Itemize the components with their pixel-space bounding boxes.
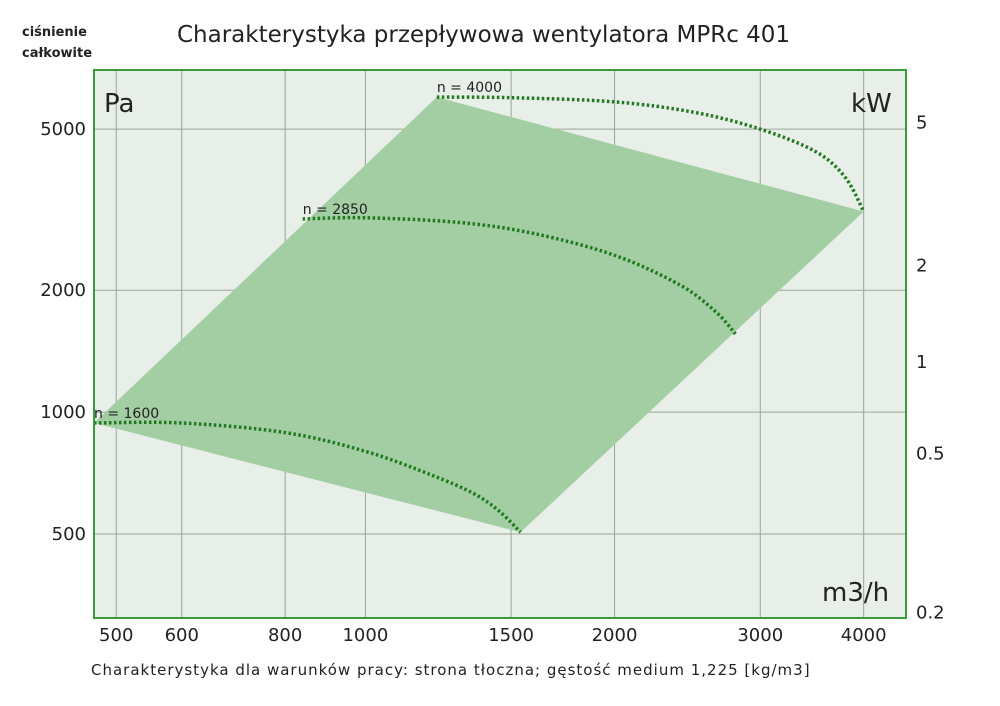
x-tick-label-5: 2000	[592, 625, 638, 646]
footer-note: Charakterystyka dla warunków pracy: stro…	[91, 661, 811, 679]
y-tick-label-3: 5000	[40, 119, 86, 140]
x-axis-unit-label: m3/h	[822, 578, 889, 608]
curve-series-2	[93, 420, 522, 534]
curve-series-0	[436, 95, 866, 213]
y2-tick-label-0: 5	[916, 112, 927, 133]
rpm-curve-labels: n = 4000 n = 2850 n = 1600	[94, 80, 502, 422]
plot-frame	[93, 69, 907, 619]
x-tick-labels: 500 600 800 1000 1500 2000 3000 4000	[99, 625, 887, 646]
y2-tick-label-1: 2	[916, 256, 927, 277]
y2-axis-unit-label: kW	[851, 89, 892, 119]
y2-tick-label-4: 0.2	[916, 602, 945, 623]
y2-tick-label-2: 1	[916, 352, 927, 373]
top-left-label-line1: ciśnienie	[22, 25, 87, 40]
x-tick-label-4: 1500	[488, 625, 534, 646]
top-left-label-line2: całkowite	[22, 46, 92, 61]
y-tick-label-2: 2000	[40, 280, 86, 301]
x-tick-label-7: 4000	[841, 625, 887, 646]
y2-tick-label-3: 0.5	[916, 444, 945, 465]
curve-label-0: n = 4000	[437, 80, 502, 96]
y2-tick-labels: 5 2 1 0.5 0.2	[916, 112, 945, 623]
x-tick-label-0: 500	[99, 625, 133, 646]
operating-area	[94, 97, 864, 533]
y-tick-label-1: 1000	[40, 402, 86, 423]
x-tick-label-2: 800	[268, 625, 302, 646]
curve-series-1	[302, 215, 737, 336]
chart-title: Charakterystyka przepływowa wentylatora …	[177, 22, 790, 48]
x-tick-label-6: 3000	[737, 625, 783, 646]
y-tick-label-0: 500	[52, 524, 86, 545]
y-axis-unit-label: Pa	[104, 89, 134, 119]
rpm-curves	[93, 95, 866, 534]
x-tick-label-3: 1000	[342, 625, 388, 646]
x-tick-label-1: 600	[165, 625, 199, 646]
curve-label-1: n = 2850	[303, 202, 368, 218]
y-tick-labels: 500 1000 2000 5000	[40, 119, 86, 545]
curve-label-2: n = 1600	[94, 406, 159, 422]
